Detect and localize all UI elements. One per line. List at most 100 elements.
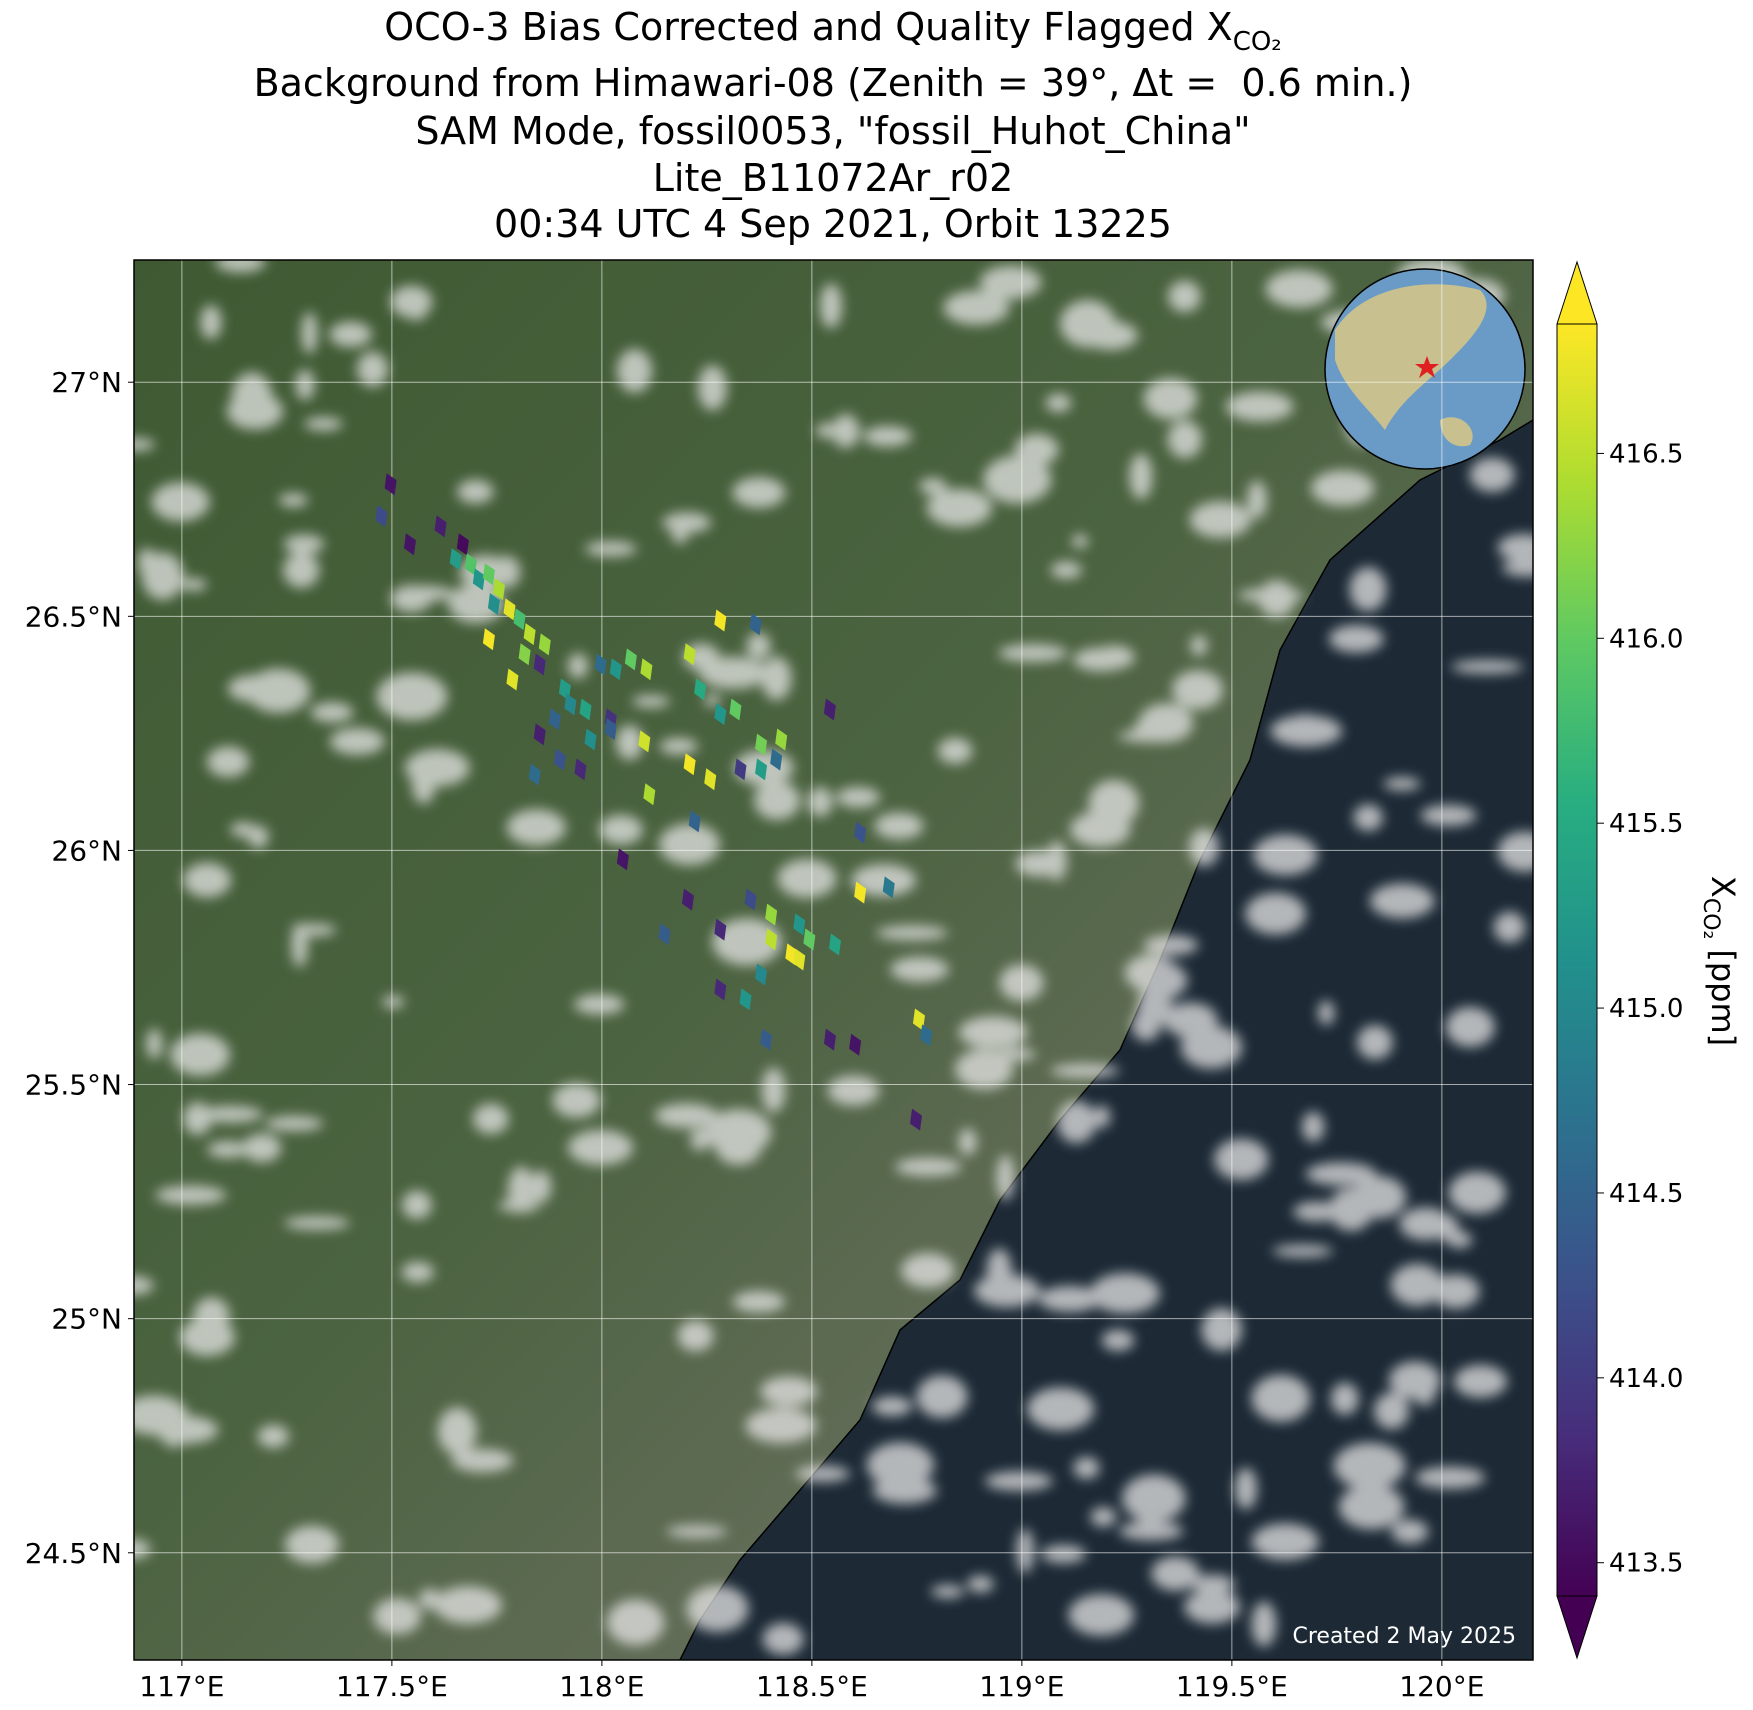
cloud: [1088, 779, 1140, 827]
cloud: [382, 995, 405, 1009]
cloud: [1101, 1329, 1135, 1351]
cloud: [506, 809, 566, 846]
grid: [134, 260, 1533, 1660]
cloud: [958, 1128, 977, 1156]
sounding: [533, 723, 546, 746]
colorbar-tick-label: 413.5: [1609, 1549, 1683, 1579]
cloud: [746, 632, 771, 660]
cloud: [530, 1170, 552, 1203]
x-tick-label: 119.5°E: [1176, 1670, 1288, 1703]
y-tick-label: 26.5°N: [25, 600, 122, 633]
cloud: [1305, 1162, 1377, 1186]
sounding: [694, 678, 707, 701]
cloud: [1143, 934, 1199, 956]
cloud: [1151, 1556, 1200, 1591]
cloud: [1497, 831, 1533, 872]
cloud: [1172, 670, 1224, 710]
cloud: [402, 1190, 432, 1220]
cloud: [1338, 1484, 1405, 1530]
cloud: [926, 488, 993, 528]
colorbar-extend-max: [1556, 260, 1598, 325]
sounding: [506, 668, 519, 691]
sounding: [579, 698, 592, 721]
cloud: [574, 994, 625, 1015]
cloud: [732, 1291, 786, 1313]
sounding: [755, 733, 768, 756]
cloud: [1129, 453, 1153, 500]
cloud: [954, 1049, 1014, 1090]
cloud: [616, 349, 653, 393]
colorbar-tick-label: 416.5: [1609, 439, 1683, 469]
cloud: [310, 702, 354, 723]
colorbar-unit: [ppm]: [1704, 949, 1742, 1046]
cloud: [434, 1586, 502, 1624]
sounding: [594, 653, 607, 676]
cloud: [1237, 588, 1305, 603]
cloud: [1448, 1171, 1506, 1214]
sounding: [548, 708, 561, 731]
cloud: [1493, 911, 1526, 943]
sounding: [803, 928, 816, 951]
cloud: [1370, 883, 1435, 919]
cloud: [585, 541, 637, 557]
cloud: [979, 265, 1042, 299]
globe-land: [1335, 284, 1487, 430]
cloud: [552, 1082, 601, 1118]
cloud: [1451, 660, 1524, 674]
sounding: [823, 698, 836, 721]
cloud: [567, 653, 589, 679]
globe-land: [1440, 417, 1473, 447]
sounding: [513, 608, 526, 631]
cloud: [836, 786, 881, 808]
x-tick-label: 118.5°E: [756, 1670, 868, 1703]
sounding: [464, 553, 477, 576]
cloud: [180, 578, 208, 591]
cloud: [1068, 1594, 1135, 1636]
cloud: [1415, 1466, 1485, 1489]
cloud: [376, 672, 448, 721]
chart-title: OCO-3 Bias Corrected and Quality Flagged…: [384, 5, 1281, 57]
cloud: [1432, 1274, 1480, 1309]
sounding: [487, 593, 500, 616]
sounding: [765, 903, 778, 926]
sounding: [384, 473, 397, 496]
sounding: [584, 728, 597, 751]
cloud: [146, 1028, 163, 1060]
sounding: [638, 730, 651, 753]
cloud: [998, 644, 1068, 662]
sounding: [681, 888, 694, 911]
cloud: [1270, 715, 1343, 747]
sounding: [920, 1024, 933, 1047]
cloud: [654, 1103, 718, 1128]
inset-globe: [1324, 268, 1526, 470]
cloud: [1351, 1175, 1407, 1219]
sounding: [793, 913, 806, 936]
sounding: [640, 658, 653, 681]
sounding: [503, 598, 516, 621]
cloud: [890, 956, 949, 982]
cloud: [919, 477, 947, 495]
cloud: [983, 455, 1052, 504]
sounding: [375, 505, 388, 528]
sounding: [604, 718, 617, 741]
cloud: [1191, 1574, 1235, 1594]
sounding: [403, 533, 416, 556]
cloud: [227, 674, 279, 703]
cloud: [827, 1075, 880, 1106]
sounding: [564, 693, 577, 716]
cloud: [671, 523, 689, 544]
cloud: [807, 786, 833, 817]
cloud: [265, 1115, 324, 1132]
cloud: [1234, 1467, 1257, 1510]
cloud: [831, 414, 860, 448]
sounding: [739, 988, 752, 1011]
sounding: [643, 783, 656, 806]
cloud: [967, 1575, 994, 1593]
sounding: [729, 698, 742, 721]
cloud: [937, 737, 973, 764]
cloud: [134, 1276, 154, 1295]
sounding: [714, 703, 727, 726]
cloud: [866, 1442, 934, 1488]
cloud: [958, 1016, 1028, 1049]
sounding: [775, 728, 788, 751]
